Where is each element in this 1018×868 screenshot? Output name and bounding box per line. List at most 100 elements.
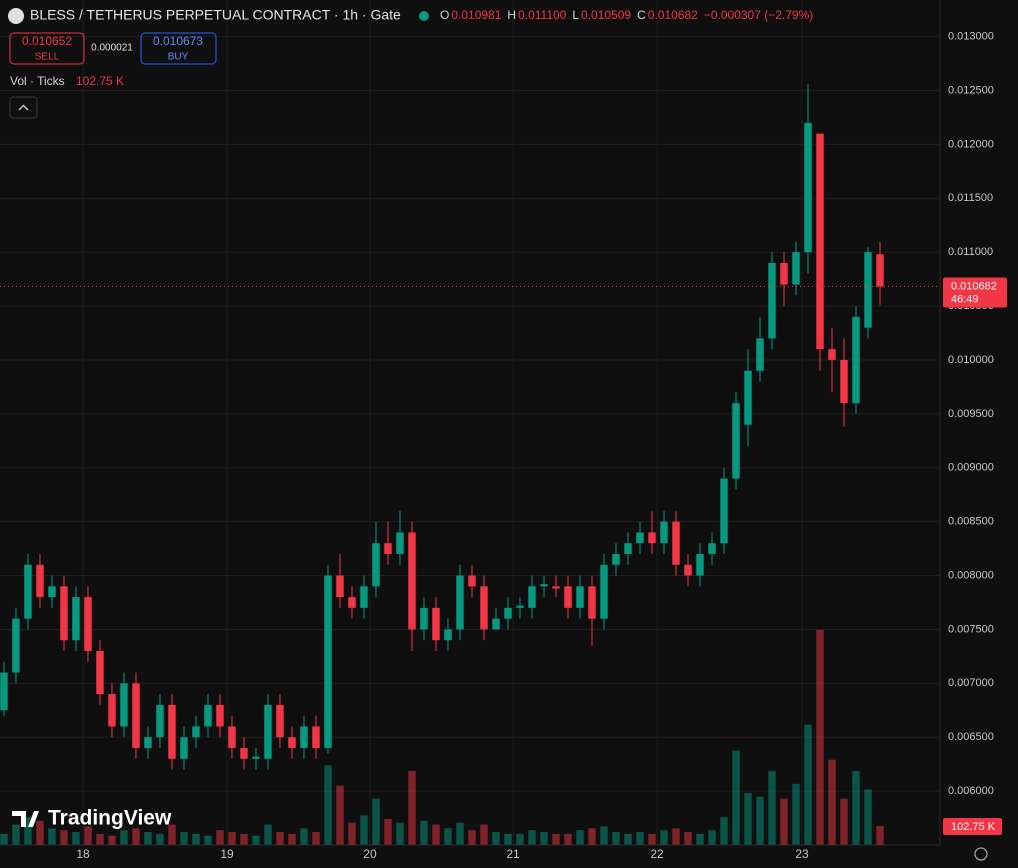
ohlc-legend: O 0.010981 H 0.011100 L 0.010509 C 0.010682 −0.0… [440, 8, 813, 22]
collapse-button[interactable] [9, 96, 38, 119]
volume-legend-label: Vol · Ticks [10, 74, 65, 88]
sell-button[interactable] [9, 32, 85, 65]
volume-legend-value: 102.75 K [76, 74, 124, 88]
volume-bar [420, 820, 428, 845]
volume-bar [396, 822, 404, 845]
candle-body [624, 543, 632, 554]
sell-label[interactable]: SELL [35, 52, 60, 63]
volume-bar [108, 835, 116, 845]
volume-bar [312, 832, 320, 845]
collapse-icon [18, 104, 29, 111]
candle-layer [0, 84, 884, 770]
volume-bar [432, 824, 440, 845]
buy-label[interactable]: BUY [168, 52, 189, 63]
volume-bar [24, 817, 32, 845]
candle-body [0, 672, 8, 711]
volume-bar [360, 815, 368, 845]
volume-bar [756, 796, 764, 845]
change: −0.000307 (−2.79%) [704, 8, 813, 22]
spread: 0.000021 [91, 43, 133, 54]
candle-body [36, 564, 44, 598]
volume-tag [943, 818, 1002, 835]
candle-body [444, 629, 452, 641]
candle-body [264, 704, 272, 759]
y-tick-label: 0.012500 [948, 84, 994, 96]
candle-body [12, 618, 20, 673]
candle-body [684, 564, 692, 576]
volume-bar [516, 833, 524, 845]
sell-price[interactable]: 0.010652 [22, 34, 72, 48]
candle-body [816, 133, 824, 350]
volume-bar [600, 826, 608, 845]
volume-bar [552, 833, 560, 845]
symbol-icon[interactable] [8, 8, 24, 24]
candle-body [312, 726, 320, 748]
candle-body [876, 254, 884, 287]
volume-bar [348, 822, 356, 845]
candle-body [72, 597, 80, 641]
candle-body [60, 586, 68, 641]
candle-body [672, 521, 680, 565]
candle-body [768, 262, 776, 339]
candle-body [168, 704, 176, 759]
volume-bar [804, 724, 812, 845]
ohlc-key: C [637, 8, 646, 22]
candle-body [564, 586, 572, 608]
volume-bar [792, 783, 800, 845]
candle-body [720, 478, 728, 544]
buy-button[interactable] [140, 32, 217, 65]
symbol-title[interactable]: BLESS / TETHERUS PERPETUAL CONTRACT · 1h… [30, 7, 401, 23]
brand-name: TradingView [48, 807, 172, 830]
candle-body [756, 338, 764, 371]
volume-bar [84, 826, 92, 845]
volume-bar [456, 822, 464, 845]
grid [0, 0, 940, 845]
settings-icon[interactable] [974, 847, 988, 861]
volume-bar [324, 765, 332, 845]
volume-bar [780, 798, 788, 845]
volume-bar [564, 833, 572, 845]
buy-price[interactable]: 0.010673 [153, 34, 203, 48]
candle-body [132, 683, 140, 748]
candle-body [348, 597, 356, 608]
candle-body [432, 607, 440, 641]
candle-body [648, 532, 656, 544]
volume-bar [288, 833, 296, 845]
candle-body [216, 704, 224, 727]
y-tick-label: 0.012000 [948, 138, 994, 150]
candle-body [864, 252, 872, 328]
candle-body [228, 726, 236, 748]
status-dot [419, 11, 429, 21]
y-tick-label: 0.013000 [948, 31, 994, 43]
y-tick-label: 0.009000 [948, 462, 994, 474]
volume-bar [168, 824, 176, 845]
y-tick-label: 0.006000 [948, 785, 994, 797]
volume-bar [372, 798, 380, 845]
candle-body [324, 575, 332, 748]
y-tick-label: 0.008000 [948, 569, 994, 581]
volume-bar [576, 830, 584, 845]
candle-body [144, 737, 152, 748]
volume-bar [132, 828, 140, 845]
volume-bar [252, 835, 260, 845]
x-tick-label: 22 [650, 847, 664, 861]
ohlc-value: 0.010682 [648, 8, 698, 22]
candle-body [360, 586, 368, 608]
volume-bar [708, 830, 716, 845]
volume-bar [120, 830, 128, 845]
candle-body [576, 586, 584, 608]
ohlc-key: O [440, 8, 449, 22]
candle-body [156, 704, 164, 738]
volume-bar [504, 833, 512, 845]
candle-body [516, 605, 524, 608]
candle-body [480, 586, 488, 630]
volume-bar [876, 825, 884, 845]
volume-bar [228, 832, 236, 845]
volume-bar [852, 770, 860, 845]
candle-body [708, 543, 716, 554]
countdown: 46:49 [951, 293, 979, 305]
x-tick-label: 23 [795, 847, 809, 861]
volume-bar [492, 832, 500, 845]
volume-bar [144, 832, 152, 845]
